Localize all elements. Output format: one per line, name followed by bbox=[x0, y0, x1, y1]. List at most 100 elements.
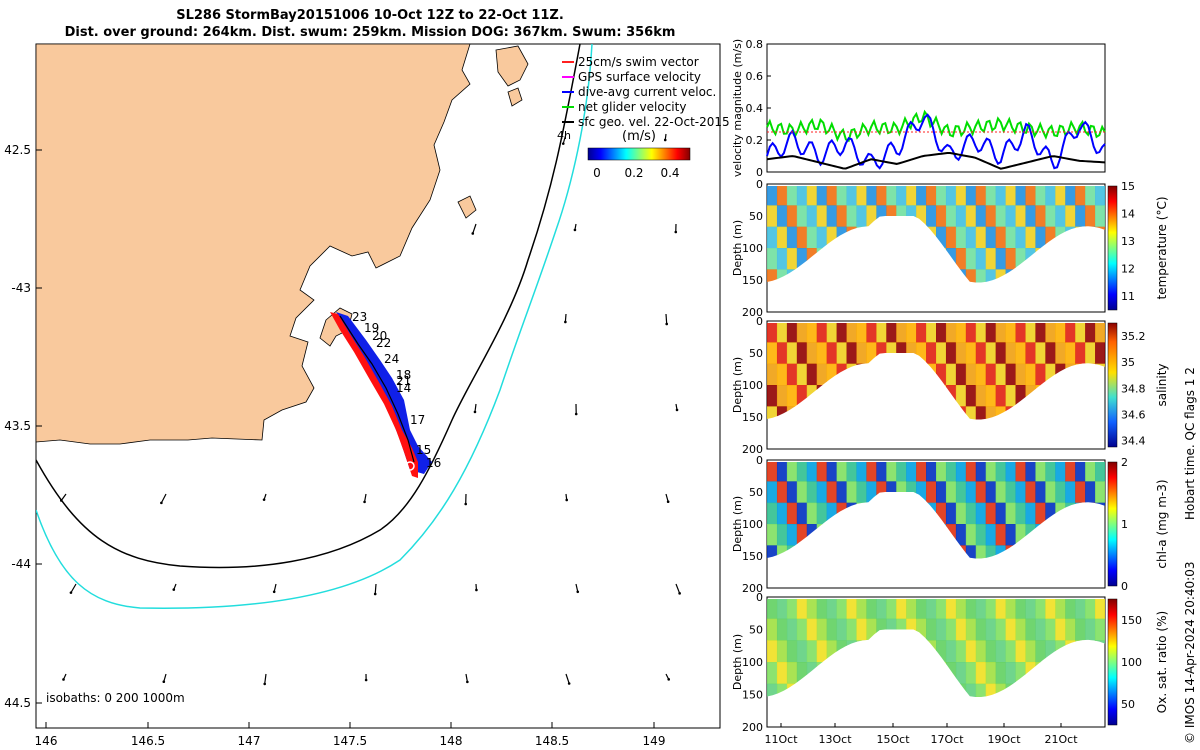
heatmap-cell bbox=[1055, 599, 1066, 620]
heatmap-cell bbox=[945, 481, 957, 504]
map-ytick-label: 42.5 bbox=[4, 143, 31, 157]
heatmap-ytick-label: 200 bbox=[742, 443, 763, 456]
heatmap-cell bbox=[826, 599, 838, 620]
heatmap-cell bbox=[886, 462, 897, 482]
heatmap-cell bbox=[776, 599, 788, 620]
speed-colorbar bbox=[587, 147, 691, 161]
map-ytick-label: -44 bbox=[11, 557, 31, 571]
heatmap-colorbar-tick: 14 bbox=[1121, 208, 1135, 221]
heatmap-cell bbox=[975, 226, 987, 249]
vector-arrowhead bbox=[69, 591, 73, 594]
heatmap-cell bbox=[1075, 323, 1086, 343]
heatmap-cell bbox=[1005, 481, 1017, 504]
heatmap-cell bbox=[975, 205, 987, 228]
heatmap-cell bbox=[1005, 205, 1017, 228]
heatmap-cell bbox=[896, 323, 907, 343]
heatmap-cell bbox=[1035, 323, 1046, 343]
heatmap-cell bbox=[916, 618, 927, 641]
heatmap-cell bbox=[985, 342, 997, 365]
velocity-ytick-label: 0.8 bbox=[746, 38, 764, 51]
heatmap-cell bbox=[1095, 323, 1105, 343]
heatmap-cell bbox=[995, 269, 1007, 283]
heatmap-cell bbox=[896, 186, 907, 206]
heatmap-cell bbox=[866, 462, 877, 482]
heatmap-cell bbox=[1005, 342, 1017, 365]
heatmap-cell bbox=[796, 363, 808, 386]
heatmap-cell bbox=[985, 269, 997, 283]
heatmap-cell bbox=[985, 248, 997, 270]
heatmap-cell bbox=[1085, 323, 1096, 343]
heatmap-cell bbox=[995, 618, 1007, 641]
heatmap-cell bbox=[965, 342, 977, 365]
heatmap-cell bbox=[926, 323, 937, 343]
heatmap-cell bbox=[767, 385, 778, 407]
map-xtick-label: 147.5 bbox=[333, 734, 367, 748]
heatmap-cell bbox=[1045, 462, 1056, 482]
heatmap-cell bbox=[806, 502, 818, 525]
heatmap-cell bbox=[906, 323, 917, 343]
velocity-series-line bbox=[766, 151, 1106, 170]
heatmap-cell bbox=[836, 323, 848, 343]
heatmap-cell bbox=[826, 186, 838, 206]
heatmap-cell bbox=[1005, 462, 1017, 482]
heatmap-cell bbox=[995, 342, 1007, 365]
heatmap-ytick-label: 50 bbox=[749, 210, 763, 223]
heatmap-cell bbox=[767, 662, 778, 685]
time-tick-label: 19Oct bbox=[987, 733, 1021, 746]
heatmap-cell bbox=[846, 342, 857, 365]
heatmap-cell bbox=[985, 524, 997, 546]
heatmap-cell bbox=[975, 640, 987, 663]
heatmap-cell bbox=[1055, 323, 1066, 343]
heatmap-cell bbox=[896, 599, 907, 620]
heatmap-cell bbox=[995, 524, 1007, 546]
vector-arrow bbox=[160, 493, 167, 504]
heatmap-cell bbox=[1095, 481, 1105, 504]
day-label-24: 24 bbox=[384, 352, 400, 366]
heatmap-cell bbox=[945, 640, 957, 663]
heatmap-cell bbox=[1075, 342, 1086, 365]
heatmap-cell bbox=[916, 481, 927, 504]
heatmap-cell bbox=[1035, 640, 1046, 663]
heatmap-cell bbox=[776, 269, 788, 283]
velocity-ytick-label: 0.4 bbox=[746, 102, 764, 115]
time-tick-label: 11Oct bbox=[764, 733, 798, 746]
heatmap-colorbar-tick: 35 bbox=[1121, 356, 1135, 369]
vector-arrowhead bbox=[573, 228, 577, 232]
heatmap-cell bbox=[955, 323, 967, 343]
vector-arrowhead bbox=[565, 498, 569, 502]
heatmap-cell bbox=[1075, 481, 1086, 504]
heatmap-cell bbox=[826, 342, 838, 365]
heatmap-cell bbox=[916, 462, 927, 482]
heatmap-cell bbox=[955, 618, 967, 641]
heatmap-cell bbox=[1025, 618, 1036, 641]
heatmap-colorbar-tick: 11 bbox=[1121, 290, 1135, 303]
heatmap-cell bbox=[955, 640, 967, 663]
heatmap-cell bbox=[1025, 323, 1036, 343]
heatmap-cell bbox=[985, 186, 997, 206]
heatmap-cell bbox=[1015, 462, 1026, 482]
vector-arrow bbox=[465, 673, 468, 682]
heatmap-cell bbox=[985, 683, 997, 698]
vector-arrowhead bbox=[364, 678, 368, 682]
vector-arrow bbox=[163, 673, 167, 682]
legend-label: net glider velocity bbox=[578, 100, 686, 114]
heatmap-cell bbox=[826, 226, 838, 249]
heatmap-cell bbox=[1015, 618, 1026, 641]
vector-arrow bbox=[60, 493, 67, 501]
heatmap-cell bbox=[945, 226, 957, 249]
vector-arrowhead bbox=[665, 322, 669, 326]
heatmap-cell bbox=[995, 363, 1007, 386]
heatmap-cell bbox=[1085, 342, 1096, 365]
heatmap-cell bbox=[776, 385, 788, 407]
heatmap-cell bbox=[776, 618, 788, 641]
heatmap-colorbar-tick: 1 bbox=[1121, 518, 1128, 531]
vector-arrowhead bbox=[675, 408, 679, 412]
heatmap-cell bbox=[836, 205, 848, 228]
heatmap-cell bbox=[975, 545, 987, 559]
heatmap-panel: 0 50 100 150 200 Depth (m) 50 100 150 Ox. sat. ra… bbox=[731, 591, 1169, 734]
heatmap-cell bbox=[995, 205, 1007, 228]
day-label-22: 22 bbox=[376, 336, 392, 350]
heatmap-cell bbox=[995, 462, 1007, 482]
heatmap-cell bbox=[786, 599, 798, 620]
heatmap-cell bbox=[985, 323, 997, 343]
